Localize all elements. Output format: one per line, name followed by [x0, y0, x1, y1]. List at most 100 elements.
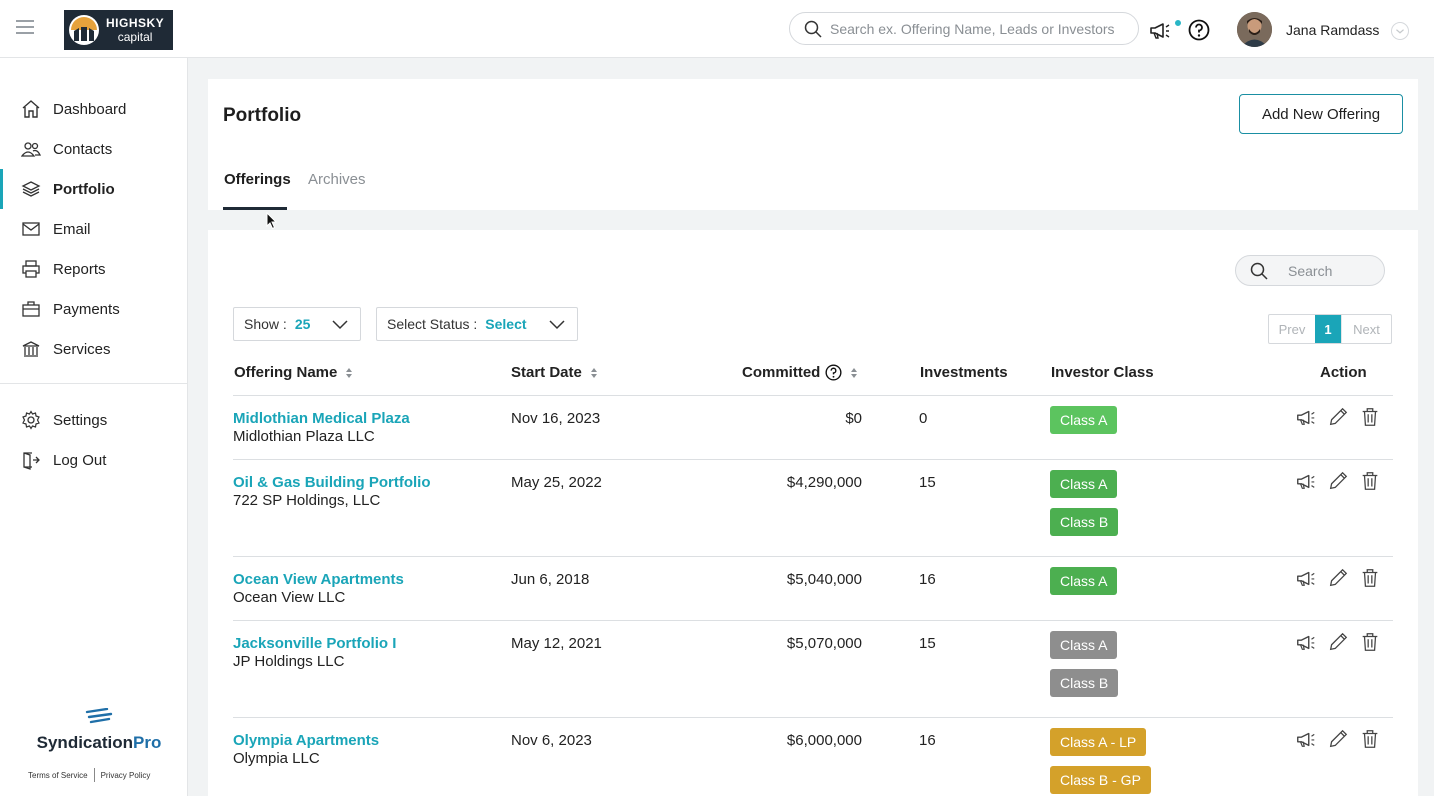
offering-entity: 722 SP Holdings, LLC [233, 492, 381, 509]
global-search[interactable] [789, 12, 1139, 45]
column-header-label: Investor Class [1051, 364, 1154, 381]
sidebar-item-contacts[interactable]: Contacts [0, 129, 187, 169]
row-actions [1295, 631, 1391, 653]
tab-offerings[interactable]: Offerings [224, 171, 291, 188]
offering-name-link[interactable]: Ocean View Apartments [233, 571, 404, 588]
chevron-down-icon [549, 320, 565, 330]
global-search-input[interactable] [830, 20, 1120, 37]
privacy-link[interactable]: Privacy Policy [100, 770, 151, 780]
investor-class-list: Class A [1050, 406, 1118, 444]
investor-class-item: Class A [1050, 567, 1118, 605]
sidebar-item-dashboard[interactable]: Dashboard [0, 89, 187, 129]
sidebar-item-label: Services [53, 340, 111, 358]
sunrise-logo-icon [69, 15, 99, 45]
menu-icon[interactable] [16, 20, 34, 34]
edit-icon[interactable] [1327, 406, 1349, 428]
column-header-investor-class: Investor Class [1051, 364, 1154, 381]
add-offering-button[interactable]: Add New Offering [1239, 94, 1403, 134]
announce-icon[interactable] [1295, 631, 1317, 653]
sidebar-item-logout[interactable]: Log Out [0, 440, 187, 480]
sidebar-item-label: Portfolio [53, 180, 115, 198]
table-search-input[interactable] [1288, 262, 1378, 279]
status-value: Select [485, 316, 527, 332]
sidebar-item-services[interactable]: Services [0, 329, 187, 369]
printer-icon [22, 260, 40, 278]
investor-class-item: Class A [1050, 406, 1118, 444]
investments-count: 16 [919, 732, 936, 749]
sort-icon[interactable] [850, 367, 858, 379]
current-page-button[interactable]: 1 [1315, 315, 1341, 343]
user-name[interactable]: Jana Ramdass [1286, 22, 1380, 38]
announcement-icon[interactable] [1148, 18, 1172, 42]
column-header-start-date[interactable]: Start Date [511, 364, 598, 381]
investor-class-badge[interactable]: Class A [1050, 470, 1118, 498]
sidebar-item-email[interactable]: Email [0, 209, 187, 249]
table-row: Midlothian Medical Plaza Midlothian Plaza… [233, 396, 1393, 460]
chevron-down-icon[interactable] [1391, 22, 1409, 40]
offering-entity: Ocean View LLC [233, 589, 346, 606]
offering-name-link[interactable]: Jacksonville Portfolio I [233, 635, 397, 652]
prev-page-button[interactable]: Prev [1278, 321, 1306, 337]
tab-archives[interactable]: Archives [308, 171, 366, 188]
offering-name-link[interactable]: Olympia Apartments [233, 732, 380, 749]
start-date: Nov 6, 2023 [511, 732, 592, 749]
investor-class-badge[interactable]: Class A [1050, 567, 1118, 595]
edit-icon[interactable] [1327, 567, 1349, 589]
show-label: Show : [244, 316, 287, 332]
delete-icon[interactable] [1359, 728, 1381, 750]
delete-icon[interactable] [1359, 567, 1381, 589]
offering-name-link[interactable]: Midlothian Medical Plaza [233, 410, 410, 427]
investor-class-item: Class A - LP [1050, 728, 1151, 766]
page-size-select[interactable]: Show : 25 [233, 307, 361, 341]
sidebar-item-portfolio[interactable]: Portfolio [0, 169, 187, 209]
sort-icon[interactable] [345, 367, 353, 379]
top-bar: HIGHSKY capital Jana Ramdass [0, 0, 1434, 58]
show-value: 25 [294, 316, 311, 332]
investments-count: 15 [919, 474, 936, 491]
investor-class-badge[interactable]: Class A - LP [1050, 728, 1147, 756]
column-header-offering-name[interactable]: Offering Name [234, 364, 353, 381]
table-row: Ocean View Apartments Ocean View LLC Jun 6… [233, 557, 1393, 621]
delete-icon[interactable] [1359, 406, 1381, 428]
search-icon [1250, 262, 1268, 280]
investor-class-badge[interactable]: Class A [1050, 406, 1118, 434]
help-icon[interactable] [825, 364, 842, 381]
sidebar-item-reports[interactable]: Reports [0, 249, 187, 289]
delete-icon[interactable] [1359, 470, 1381, 492]
investor-class-badge[interactable]: Class B [1050, 508, 1119, 536]
sort-icon[interactable] [590, 367, 598, 379]
sidebar-item-label: Contacts [53, 140, 113, 158]
next-page-button[interactable]: Next [1341, 315, 1391, 343]
table-row: Oil & Gas Building Portfolio 722 SP Holdi… [233, 460, 1393, 557]
announce-icon[interactable] [1295, 470, 1317, 492]
footer-links: Terms of Service Privacy Policy [28, 768, 150, 782]
announce-icon[interactable] [1295, 728, 1317, 750]
avatar[interactable] [1237, 12, 1272, 47]
edit-icon[interactable] [1327, 631, 1349, 653]
row-actions [1295, 567, 1391, 589]
announce-icon[interactable] [1295, 567, 1317, 589]
sidebar-item-payments[interactable]: Payments [0, 289, 187, 329]
help-icon[interactable] [1188, 19, 1210, 41]
investor-class-badge[interactable]: Class B [1050, 669, 1119, 697]
brand-logo[interactable]: HIGHSKY capital [64, 10, 173, 50]
sidebar-item-settings[interactable]: Settings [0, 400, 187, 440]
announce-icon[interactable] [1295, 406, 1317, 428]
committed-amount: $6,000,000 [786, 732, 862, 749]
column-header-label: Offering Name [234, 364, 338, 381]
sidebar-item-label: Settings [53, 411, 108, 429]
status-select[interactable]: Select Status : Select [376, 307, 578, 341]
edit-icon[interactable] [1327, 728, 1349, 750]
column-header-label: Action [1320, 364, 1367, 381]
home-icon [22, 100, 40, 118]
investor-class-list: Class A - LP Class B - GP [1050, 728, 1151, 796]
table-search[interactable] [1235, 255, 1385, 286]
terms-link[interactable]: Terms of Service [28, 770, 88, 780]
delete-icon[interactable] [1359, 631, 1381, 653]
investor-class-badge[interactable]: Class B - GP [1050, 766, 1151, 794]
offering-name-link[interactable]: Oil & Gas Building Portfolio [233, 474, 431, 491]
investor-class-badge[interactable]: Class A [1050, 631, 1118, 659]
column-header-committed[interactable]: Committed [742, 364, 858, 381]
edit-icon[interactable] [1327, 470, 1349, 492]
gear-icon [22, 410, 40, 430]
